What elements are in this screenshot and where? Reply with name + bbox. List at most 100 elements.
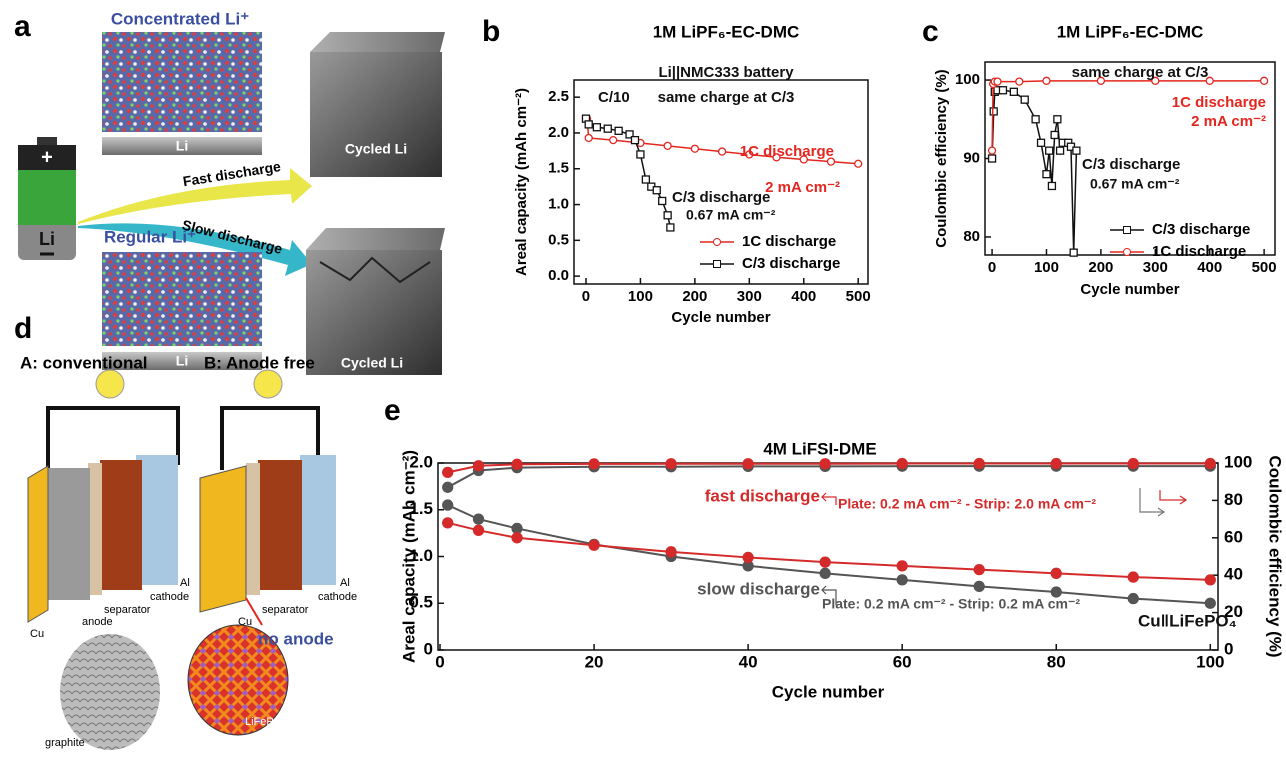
y-tick-label: 80: [963, 228, 980, 245]
x-axis-label: Cycle number: [1080, 281, 1179, 298]
x-tick-label: 100: [628, 288, 653, 305]
marker: [1127, 457, 1139, 470]
marker: [1204, 597, 1216, 609]
y-tick-label: 2.0: [548, 124, 569, 141]
annotation: 1C discharge: [740, 143, 834, 160]
chart-title: 4M LiFSI-DME: [763, 439, 876, 458]
legend-label: 1C discharge: [742, 233, 836, 250]
cathode: [258, 460, 302, 590]
series-line: [447, 521, 1211, 581]
legend-marker: [1123, 248, 1131, 256]
label: Cu: [30, 628, 44, 640]
chart: b 1M LiPF₆-EC-DMC Cycle number Areal capaci…: [482, 15, 871, 326]
x-tick-label: 400: [1197, 259, 1222, 276]
slow-arrow: [78, 223, 312, 276]
bulb: [253, 369, 283, 399]
marker: [663, 141, 672, 151]
y-tick-label: 0.5: [548, 231, 569, 248]
charts: b 1M LiPF₆-EC-DMC Cycle number Areal capaci…: [384, 15, 1285, 702]
marker: [1096, 76, 1106, 85]
label: Regular Li⁺: [104, 227, 196, 246]
marker: [690, 144, 700, 153]
cube: [306, 250, 442, 375]
legend-label: C/3 discharge: [1152, 221, 1250, 238]
series-label: fast discharge: [705, 486, 820, 505]
marker: [1205, 76, 1214, 85]
marker: [665, 458, 677, 470]
y2-tick-label: 60: [1224, 527, 1243, 546]
y-tick-label: 1.5: [548, 160, 569, 177]
marker: [666, 223, 675, 232]
marker: [1009, 87, 1018, 96]
marker: [1127, 571, 1139, 583]
marker: [1259, 76, 1269, 85]
marker: [896, 574, 908, 586]
y-tick-label: 1.0: [548, 196, 569, 213]
series-line: [447, 465, 1211, 489]
annotation: same charge at C/3: [1072, 64, 1209, 81]
al: [136, 455, 178, 585]
marker: [819, 458, 831, 470]
x-tick-label: 400: [791, 288, 816, 305]
marker: [614, 126, 623, 135]
marker: [987, 146, 997, 155]
series-line: [447, 504, 1211, 605]
x-tick-label: 300: [737, 288, 762, 305]
marker: [442, 466, 454, 479]
marker: [993, 77, 1002, 86]
molecule-box: [102, 32, 262, 132]
label: separator: [104, 604, 151, 616]
label: Al: [180, 577, 190, 589]
marker: [584, 133, 593, 143]
annotation: Plate: 0.2 mA cm⁻² - Strip: 2.0 mA cm⁻²: [838, 496, 1096, 512]
annotation: 1C discharge: [1172, 94, 1266, 111]
marker: [665, 546, 677, 558]
label: Cycled Li: [341, 355, 403, 371]
label: Al: [340, 577, 350, 589]
al: [300, 455, 336, 585]
x-axis-label: Cycle number: [772, 682, 885, 701]
marker: [826, 157, 836, 166]
label: no anode: [258, 629, 334, 648]
panel-d: d A: conventional B: Anode free Al catho…: [14, 312, 357, 750]
marker: [442, 517, 454, 529]
annotation: Li||NMC333 battery: [658, 64, 794, 81]
marker: [442, 481, 454, 493]
marker: [973, 457, 985, 470]
x-tick-label: 500: [1252, 259, 1277, 276]
panel-label: e: [384, 394, 401, 427]
marker: [658, 196, 667, 206]
marker: [652, 186, 661, 195]
label: Li: [176, 138, 188, 154]
x-tick-label: 200: [682, 288, 707, 305]
label: Li: [176, 353, 188, 369]
x-tick-label: 40: [739, 652, 758, 671]
marker: [1031, 115, 1040, 124]
annotation: C/3 discharge: [672, 189, 770, 206]
label: B: Anode free: [204, 353, 315, 372]
anode: [48, 468, 90, 600]
graphite: [60, 634, 160, 750]
y2-tick-label: 0: [1224, 639, 1233, 658]
x-tick-label: 500: [846, 288, 871, 305]
marker: [1204, 457, 1216, 470]
marker: [625, 130, 634, 139]
pointer-arrow: [1139, 488, 1166, 517]
series-line: [991, 89, 1078, 253]
marker: [472, 460, 485, 472]
marker: [442, 499, 454, 511]
marker: [1015, 77, 1024, 86]
annotation: same charge at C/3: [658, 89, 795, 106]
marker: [1020, 95, 1029, 104]
separator: [246, 463, 260, 595]
marker: [663, 211, 672, 220]
chart: c 1M LiPF₆-EC-DMC Cycle number Coulombic ef…: [922, 15, 1277, 298]
marker: [1050, 567, 1062, 579]
x-tick-label: 0: [582, 288, 590, 305]
cu: [199, 465, 247, 613]
marker: [1055, 146, 1065, 155]
panel-label: a: [14, 10, 31, 43]
cube-top: [306, 228, 445, 250]
legend-marker: [1123, 226, 1131, 234]
